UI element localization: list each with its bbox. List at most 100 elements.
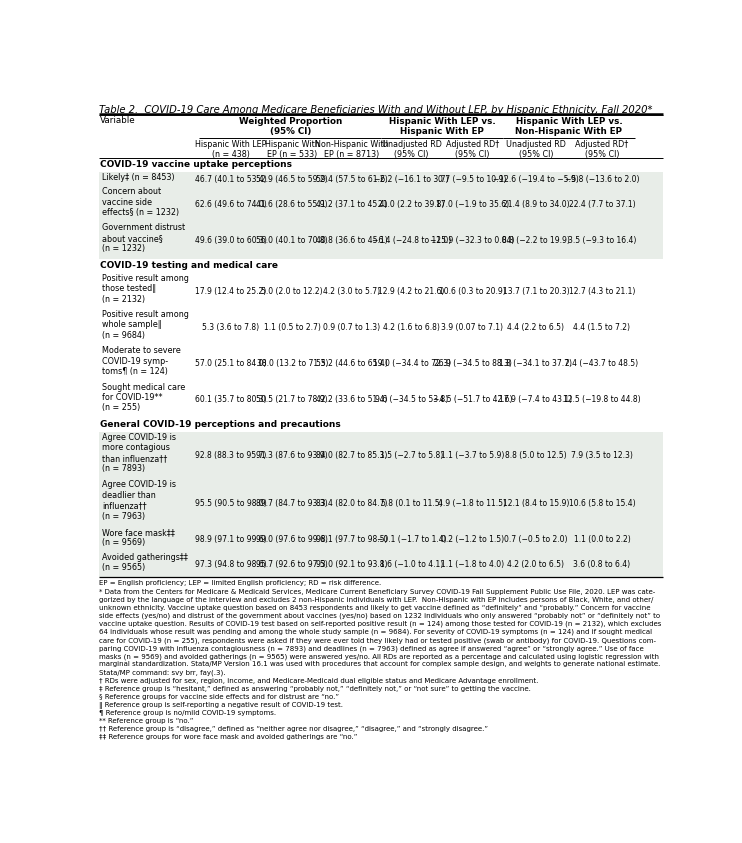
- Text: Hispanic With LEP vs.
Non-Hispanic With EP: Hispanic With LEP vs. Non-Hispanic With …: [516, 116, 623, 136]
- Text: 21.0 (2.2 to 39.8): 21.0 (2.2 to 39.8): [378, 200, 444, 209]
- Text: −4.5 (−51.7 to 42.6): −4.5 (−51.7 to 42.6): [433, 395, 512, 405]
- Text: 1.5 (−2.7 to 5.8): 1.5 (−2.7 to 5.8): [380, 451, 443, 460]
- Text: 41.2 (37.1 to 45.4): 41.2 (37.1 to 45.4): [315, 200, 387, 209]
- Text: * Data from the Centers for Medicare & Medicaid Services, Medicare Current Benef: * Data from the Centers for Medicare & M…: [99, 588, 655, 594]
- Text: 0.7 (−9.5 to 10.9): 0.7 (−9.5 to 10.9): [439, 175, 507, 184]
- Text: 1.8 (−34.1 to 37.7): 1.8 (−34.1 to 37.7): [499, 359, 572, 368]
- Text: Non-Hispanic With
EP (n = 8713): Non-Hispanic With EP (n = 8713): [315, 140, 388, 159]
- Text: ** Reference group is “no.”: ** Reference group is “no.”: [99, 718, 194, 724]
- Text: ‖ Reference group is self-reporting a negative result of COVID-19 test.: ‖ Reference group is self-reporting a ne…: [99, 701, 343, 709]
- Text: 17.9 (12.4 to 25.2): 17.9 (12.4 to 25.2): [195, 287, 266, 296]
- Text: care for COVID-19 (n = 255), respondents were asked if they were ever told they : care for COVID-19 (n = 255), respondents…: [99, 637, 656, 643]
- Text: 62.6 (49.6 to 74.0): 62.6 (49.6 to 74.0): [195, 200, 267, 209]
- Text: 5.8 (0.1 to 11.5): 5.8 (0.1 to 11.5): [381, 499, 442, 507]
- Text: 0.9 (0.7 to 1.3): 0.9 (0.7 to 1.3): [323, 323, 380, 332]
- Text: 98.1 (97.7 to 98.5): 98.1 (97.7 to 98.5): [315, 535, 387, 544]
- Text: 4.9 (−1.8 to 11.5): 4.9 (−1.8 to 11.5): [439, 499, 507, 507]
- Text: Weighted Proportion
(95% CI): Weighted Proportion (95% CI): [239, 116, 342, 136]
- Text: 42.2 (33.6 to 51.4): 42.2 (33.6 to 51.4): [315, 395, 387, 405]
- Text: 3.5 (−9.3 to 16.4): 3.5 (−9.3 to 16.4): [568, 236, 636, 245]
- Text: 84.0 (82.7 to 85.3): 84.0 (82.7 to 85.3): [316, 451, 387, 460]
- Text: 52.9 (46.5 to 59.2): 52.9 (46.5 to 59.2): [257, 175, 328, 184]
- Text: 89.7 (84.7 to 93.3): 89.7 (84.7 to 93.3): [257, 499, 328, 507]
- Text: 9.6 (−34.5 to 53.8): 9.6 (−34.5 to 53.8): [375, 395, 448, 405]
- Text: General COVID-19 perceptions and precautions: General COVID-19 perceptions and precaut…: [99, 420, 341, 429]
- Text: † RDs were adjusted for sex, region, income, and Medicare-Medicaid dual eligible: † RDs were adjusted for sex, region, inc…: [99, 678, 539, 684]
- Text: 8.8 (5.0 to 12.5): 8.8 (5.0 to 12.5): [505, 451, 567, 460]
- Text: Wore face mask‡‡
(n = 9569): Wore face mask‡‡ (n = 9569): [102, 528, 175, 547]
- Bar: [99, 173, 663, 186]
- Text: 3.6 (0.8 to 6.4): 3.6 (0.8 to 6.4): [574, 560, 631, 569]
- Text: 4.2 (1.6 to 6.8): 4.2 (1.6 to 6.8): [383, 323, 440, 332]
- Text: 46.7 (40.1 to 53.4): 46.7 (40.1 to 53.4): [195, 175, 267, 184]
- Text: Moderate to severe
COVID-19 symp-
toms¶ (n = 124): Moderate to severe COVID-19 symp- toms¶ …: [102, 346, 181, 376]
- Text: 49.6 (39.0 to 60.3): 49.6 (39.0 to 60.3): [195, 236, 267, 245]
- Text: Adjusted RD†
(95% CI): Adjusted RD† (95% CI): [575, 140, 628, 159]
- Text: COVID-19 vaccine uptake perceptions: COVID-19 vaccine uptake perceptions: [99, 160, 292, 169]
- Text: 97.3 (94.8 to 98.6): 97.3 (94.8 to 98.6): [195, 560, 267, 569]
- Text: 56.0 (40.1 to 70.8): 56.0 (40.1 to 70.8): [257, 236, 328, 245]
- Text: Table 2.  COVID-19 Care Among Medicare Beneficiaries With and Without LEP, by Hi: Table 2. COVID-19 Care Among Medicare Be…: [99, 105, 652, 115]
- Text: § Reference groups for vaccine side effects and for distrust are “no.”: § Reference groups for vaccine side effe…: [99, 694, 339, 700]
- Text: 2.4 (−43.7 to 48.5): 2.4 (−43.7 to 48.5): [565, 359, 639, 368]
- Text: 1.1 (−1.8 to 4.0): 1.1 (−1.8 to 4.0): [441, 560, 504, 569]
- Text: 4.2 (2.0 to 6.5): 4.2 (2.0 to 6.5): [508, 560, 565, 569]
- Text: COVID-19 testing and medical care: COVID-19 testing and medical care: [99, 260, 278, 270]
- Text: 1.1 (0.5 to 2.7): 1.1 (0.5 to 2.7): [263, 323, 321, 332]
- Text: masks (n = 9569) and avoided gatherings (n = 9565) were answered yes/no. All RDs: masks (n = 9569) and avoided gatherings …: [99, 653, 659, 660]
- Text: 21.4 (8.9 to 34.0): 21.4 (8.9 to 34.0): [502, 200, 569, 209]
- Text: −12.6 (−19.4 to −5.9): −12.6 (−19.4 to −5.9): [493, 175, 579, 184]
- Text: 59.4 (57.5 to 61.2): 59.4 (57.5 to 61.2): [315, 175, 387, 184]
- Text: 95.7 (92.6 to 97.5): 95.7 (92.6 to 97.5): [256, 560, 328, 569]
- Text: 4.2 (3.0 to 5.7): 4.2 (3.0 to 5.7): [323, 287, 380, 296]
- Text: 1.6 (−1.0 to 4.1): 1.6 (−1.0 to 4.1): [380, 560, 443, 569]
- Bar: [99, 223, 663, 259]
- Text: 99.0 (97.6 to 99.6): 99.0 (97.6 to 99.6): [256, 535, 328, 544]
- Text: 57.0 (25.1 to 84.0): 57.0 (25.1 to 84.0): [195, 359, 266, 368]
- Text: 50.5 (21.7 to 78.9): 50.5 (21.7 to 78.9): [257, 395, 328, 405]
- Text: 41.6 (28.6 to 55.9): 41.6 (28.6 to 55.9): [257, 200, 328, 209]
- Bar: [99, 259, 663, 273]
- Text: †† Reference group is “disagree,” defined as “neither agree nor disagree,” “disa: †† Reference group is “disagree,” define…: [99, 726, 488, 732]
- Text: 4.4 (2.2 to 6.5): 4.4 (2.2 to 6.5): [508, 323, 565, 332]
- Text: gorized by the language of the interview and excludes 2 non-Hispanic individuals: gorized by the language of the interview…: [99, 597, 653, 603]
- Text: ‡‡ Reference groups for wore face mask and avoided gatherings are “no.”: ‡‡ Reference groups for wore face mask a…: [99, 734, 358, 740]
- Text: 92.8 (88.3 to 95.7): 92.8 (88.3 to 95.7): [195, 451, 266, 460]
- Text: 5.3 (3.6 to 7.8): 5.3 (3.6 to 7.8): [203, 323, 260, 332]
- Text: 98.9 (97.1 to 99.6): 98.9 (97.1 to 99.6): [195, 535, 267, 544]
- Text: 19.0 (−34.4 to 72.3): 19.0 (−34.4 to 72.3): [372, 359, 450, 368]
- Text: −5.8 (−13.6 to 2.0): −5.8 (−13.6 to 2.0): [565, 175, 639, 184]
- Bar: [99, 346, 663, 382]
- Text: Unadjusted RD
(95% CI): Unadjusted RD (95% CI): [381, 140, 441, 159]
- Text: 64 individuals whose result was pending and among the whole study sample (n = 96: 64 individuals whose result was pending …: [99, 629, 652, 636]
- Text: −6.4 (−24.8 to 12.0): −6.4 (−24.8 to 12.0): [372, 236, 451, 245]
- Bar: [99, 273, 663, 309]
- Text: 7.9 (3.5 to 12.3): 7.9 (3.5 to 12.3): [571, 451, 633, 460]
- Text: marginal standardization. Stata/MP Version 16.1 was used with procedures that ac: marginal standardization. Stata/MP Versi…: [99, 662, 660, 668]
- Text: 12.5 (−19.8 to 44.8): 12.5 (−19.8 to 44.8): [563, 395, 641, 405]
- Bar: [99, 158, 663, 173]
- Text: ¶ Reference group is no/mild COVID-19 symptoms.: ¶ Reference group is no/mild COVID-19 sy…: [99, 710, 276, 716]
- Bar: [99, 527, 663, 552]
- Text: Unadjusted RD
(95% CI): Unadjusted RD (95% CI): [506, 140, 566, 159]
- Bar: [99, 186, 663, 223]
- Text: 38.0 (13.2 to 71.3): 38.0 (13.2 to 71.3): [257, 359, 328, 368]
- Text: paring COVID-19 with influenza contagiousness (n = 7893) and deadlines (n = 7963: paring COVID-19 with influenza contagiou…: [99, 645, 644, 652]
- Text: 10.6 (0.3 to 20.9): 10.6 (0.3 to 20.9): [439, 287, 506, 296]
- Text: 13.7 (7.1 to 20.3): 13.7 (7.1 to 20.3): [502, 287, 569, 296]
- Text: 1.1 (0.0 to 2.2): 1.1 (0.0 to 2.2): [574, 535, 630, 544]
- Text: 95.5 (90.5 to 98.0): 95.5 (90.5 to 98.0): [195, 499, 267, 507]
- Text: Agree COVID-19 is
more contagious
than influenza††
(n = 7893): Agree COVID-19 is more contagious than i…: [102, 433, 176, 473]
- Text: 12.9 (4.2 to 21.6): 12.9 (4.2 to 21.6): [378, 287, 444, 296]
- Text: Positive result among
those tested‖
(n = 2132): Positive result among those tested‖ (n =…: [102, 274, 189, 303]
- Text: 8.8 (−2.2 to 19.9): 8.8 (−2.2 to 19.9): [502, 236, 570, 245]
- Text: Adjusted RD†
(95% CI): Adjusted RD† (95% CI): [446, 140, 499, 159]
- Text: ‡ Reference group is “hesitant,” defined as answering “probably not,” “definitel: ‡ Reference group is “hesitant,” defined…: [99, 685, 531, 691]
- Text: Stata/MP command: svy brr, fay(.3).: Stata/MP command: svy brr, fay(.3).: [99, 669, 226, 676]
- Text: 40.8 (36.6 to 45.1): 40.8 (36.6 to 45.1): [315, 236, 387, 245]
- Text: 91.3 (87.6 to 93.9): 91.3 (87.6 to 93.9): [257, 451, 328, 460]
- Text: Variable: Variable: [99, 116, 135, 126]
- Text: unknown ethnicity. Vaccine uptake question based on 8453 respondents and likely : unknown ethnicity. Vaccine uptake questi…: [99, 604, 651, 610]
- Text: vaccine uptake question. Results of COVID-19 test based on self-reported positiv: vaccine uptake question. Results of COVI…: [99, 621, 661, 627]
- Text: 0.7 (−0.5 to 2.0): 0.7 (−0.5 to 2.0): [504, 535, 568, 544]
